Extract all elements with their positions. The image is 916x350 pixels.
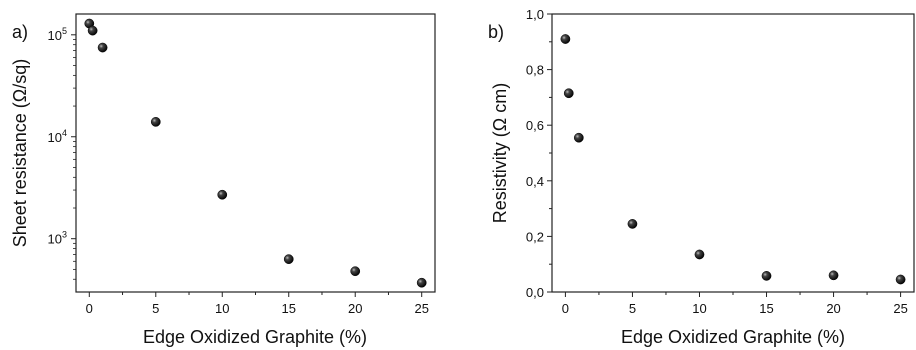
y-tick-label: 0,0 xyxy=(526,285,544,300)
data-point xyxy=(150,117,161,127)
y-tick-exponent: 3 xyxy=(62,230,67,240)
y-tick-exponent: 4 xyxy=(62,128,67,138)
data-point xyxy=(573,132,584,143)
x-tick-label: 20 xyxy=(348,301,362,316)
x-tick-label: 0 xyxy=(86,301,93,316)
x-tick-label: 10 xyxy=(215,301,229,316)
chart-panel-b: 0 5 10 15 20 25 0,0 0,2 0,4 0,6 0,8 1,0 b) Edge Oxidi… xyxy=(488,7,915,347)
x-tick-label: 15 xyxy=(282,301,296,316)
plot-frame xyxy=(551,13,915,293)
y-tick-label: 0,6 xyxy=(526,118,544,133)
panel-label: b) xyxy=(488,22,504,42)
data-point xyxy=(217,189,228,200)
x-axis-title: Edge Oxidized Graphite (%) xyxy=(143,327,367,347)
y-tick-label: 0,2 xyxy=(526,229,544,244)
data-point xyxy=(97,42,108,53)
y-tick-label: 1,0 xyxy=(526,7,544,22)
y-axis-title: Resistivity (Ω cm) xyxy=(490,83,510,223)
y-tick-label: 103 xyxy=(48,230,67,247)
x-tick-label: 20 xyxy=(826,301,840,316)
x-tick-label: 15 xyxy=(759,301,773,316)
data-point xyxy=(283,254,294,265)
data-point xyxy=(560,34,571,44)
data-point xyxy=(350,266,361,277)
data-point xyxy=(694,249,705,260)
x-tick-label: 0 xyxy=(562,301,569,316)
y-tick-label: 0,4 xyxy=(526,174,544,189)
x-tick-label: 5 xyxy=(629,301,636,316)
x-tick-label: 10 xyxy=(692,301,706,316)
data-point xyxy=(563,88,574,99)
data-point xyxy=(828,270,839,281)
data-point xyxy=(87,25,98,36)
data-point xyxy=(761,271,772,281)
data-point xyxy=(895,274,906,285)
data-point xyxy=(416,277,427,288)
x-tick-label: 25 xyxy=(414,301,428,316)
data-point xyxy=(627,219,638,229)
y-tick-label: 104 xyxy=(48,128,67,145)
y-tick-base: 10 xyxy=(48,28,62,43)
y-axis-title: Sheet resistance (Ω/sq) xyxy=(10,59,30,248)
y-tick-base: 10 xyxy=(48,232,62,247)
y-tick-exponent: 5 xyxy=(62,26,67,36)
y-tick-label: 105 xyxy=(48,26,67,43)
panel-label: a) xyxy=(12,22,28,42)
y-tick-label: 0,8 xyxy=(526,63,544,78)
x-tick-label: 25 xyxy=(893,301,907,316)
plot-frame xyxy=(75,13,436,293)
x-tick-label: 5 xyxy=(152,301,159,316)
x-axis-title: Edge Oxidized Graphite (%) xyxy=(621,327,845,347)
y-tick-base: 10 xyxy=(48,130,62,145)
